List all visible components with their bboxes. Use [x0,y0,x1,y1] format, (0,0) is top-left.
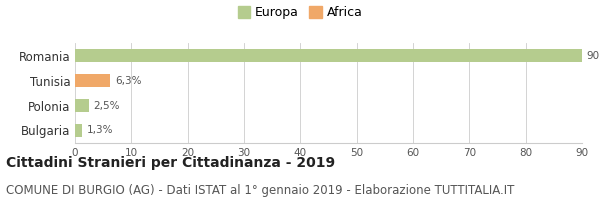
Text: 6,3%: 6,3% [115,76,142,86]
Bar [75,124,82,137]
Text: 2,5%: 2,5% [94,101,120,111]
Bar [75,74,110,87]
Text: 1,3%: 1,3% [87,126,113,136]
Legend: Europa, Africa: Europa, Africa [238,6,362,19]
Text: Cittadini Stranieri per Cittadinanza - 2019: Cittadini Stranieri per Cittadinanza - 2… [6,156,335,170]
Text: COMUNE DI BURGIO (AG) - Dati ISTAT al 1° gennaio 2019 - Elaborazione TUTTITALIA.: COMUNE DI BURGIO (AG) - Dati ISTAT al 1°… [6,184,514,197]
Bar [75,49,582,62]
Bar [75,99,89,112]
Text: 90,0%: 90,0% [587,51,600,61]
